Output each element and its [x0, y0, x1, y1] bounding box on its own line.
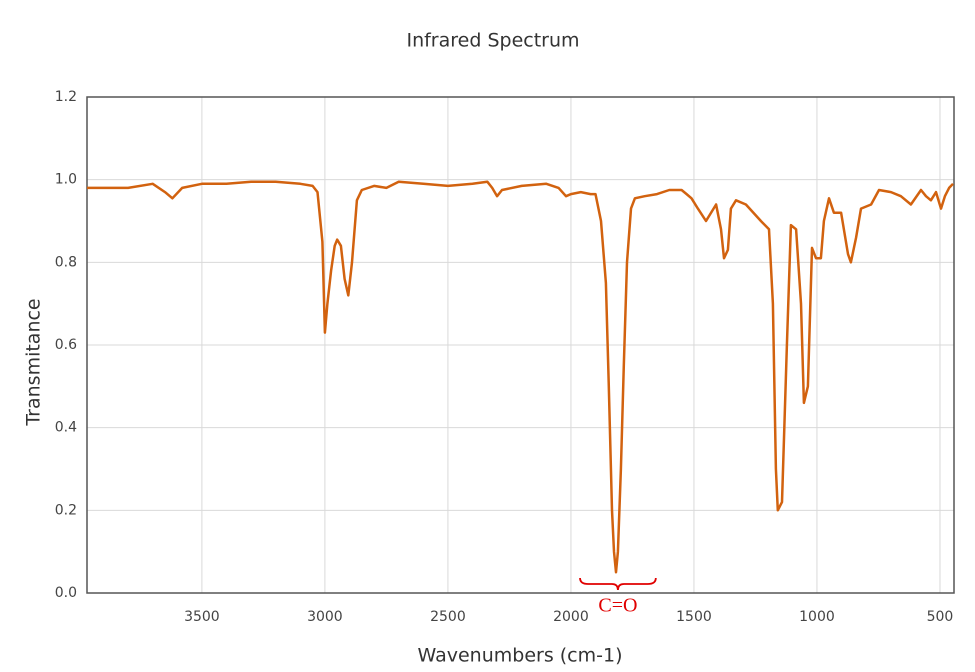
- y-tick-label: 0.6: [55, 337, 77, 353]
- x-tick-label: 2000: [553, 609, 589, 625]
- y-tick-label: 0.4: [55, 420, 77, 436]
- x-tick-label: 1000: [799, 609, 835, 625]
- x-tick-label: 3000: [307, 609, 343, 625]
- y-tick-label: 0.2: [55, 502, 77, 518]
- y-tick-label: 1.2: [55, 89, 77, 105]
- x-tick-label: 2500: [430, 609, 466, 625]
- x-tick-label: 3500: [184, 609, 220, 625]
- spectrum-line: [87, 180, 954, 574]
- x-tick-label: 500: [927, 609, 954, 625]
- annotation-brace: [579, 577, 657, 591]
- y-axis-label: Transmitance: [23, 298, 45, 426]
- y-tick-label: 0.8: [55, 254, 77, 270]
- annotation-text: C=O: [598, 595, 637, 617]
- y-tick-label: 1.0: [55, 172, 77, 188]
- x-tick-label: 1500: [676, 609, 712, 625]
- plot-frame: [86, 96, 955, 594]
- chart-title: Infrared Spectrum: [406, 30, 579, 52]
- x-axis-label: Wavenumbers (cm-1): [418, 645, 623, 667]
- y-tick-label: 0.0: [55, 585, 77, 601]
